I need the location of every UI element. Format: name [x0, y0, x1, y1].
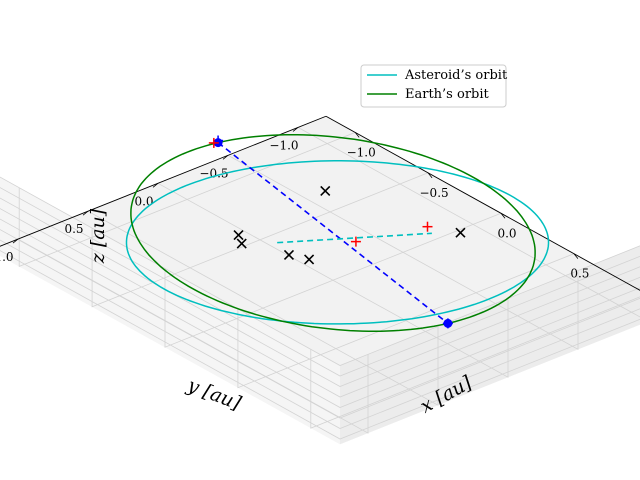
x-marker: [233, 230, 244, 241]
y-tick-label: 0.0: [134, 194, 153, 208]
x-tick: [354, 132, 360, 138]
x-tick: [573, 253, 579, 259]
grid-line-y: [157, 182, 509, 378]
grid-line-z: [0, 218, 640, 408]
plus-marker: [213, 135, 224, 146]
x-marker-b: [304, 254, 315, 265]
x-marker: [455, 227, 466, 238]
plus-marker: [442, 318, 453, 329]
x-marker: [236, 238, 247, 249]
x-marker-b: [455, 227, 466, 238]
y-tick: [152, 182, 159, 188]
y-tick: [292, 127, 299, 132]
plus-marker: [208, 137, 219, 148]
y-tick: [222, 155, 229, 160]
node-line-dashed: [277, 232, 432, 244]
y-tick-label: 1.0: [0, 250, 14, 264]
grid-line-z: [0, 187, 640, 377]
y-tick-label: −0.5: [199, 166, 228, 180]
grid-line-x: [164, 212, 502, 348]
x-tick-label: −0.5: [420, 186, 449, 200]
plus-marker: [350, 236, 361, 247]
grid-line-z: [0, 197, 640, 387]
x-marker-b: [236, 238, 247, 249]
back-pane-left: [0, 177, 340, 445]
grid-line-z: [0, 229, 640, 419]
grid-line-z: [0, 208, 640, 398]
grid-line-y: [227, 154, 579, 350]
grid-line-y: [297, 127, 640, 318]
y-tick: [82, 210, 89, 216]
grid-line-x: [91, 172, 429, 308]
y-tick: [12, 238, 19, 244]
y-tick-label: 0.5: [64, 222, 83, 236]
x-marker-b: [320, 185, 331, 197]
x-marker-b: [233, 230, 244, 241]
grid-line-z: [0, 239, 640, 429]
back-pane-right: [340, 245, 640, 445]
x-tick: [427, 172, 433, 179]
sun-line-dashed: [217, 141, 449, 325]
grid-line-x: [237, 253, 575, 389]
x-marker-b: [283, 249, 295, 261]
grid-line-z: [0, 250, 640, 440]
grid-line-y: [87, 210, 439, 406]
earth-orbit-line: [130, 134, 536, 332]
plus-marker: [422, 221, 433, 232]
y-tick-label: −1.0: [269, 138, 298, 152]
grid-line-z: [0, 176, 640, 366]
grid-line-x: [310, 296, 640, 429]
x-marker: [320, 185, 331, 197]
x-marker: [304, 254, 315, 265]
grid-line-x: [18, 132, 356, 267]
x-marker: [283, 249, 295, 261]
z-axis-label: z [au]: [87, 208, 109, 264]
x-tick-label: −1.0: [347, 145, 376, 159]
x-tick: [500, 213, 506, 219]
x-tick-label: 0.0: [497, 226, 516, 240]
x-tick-label: 0.5: [570, 267, 589, 281]
